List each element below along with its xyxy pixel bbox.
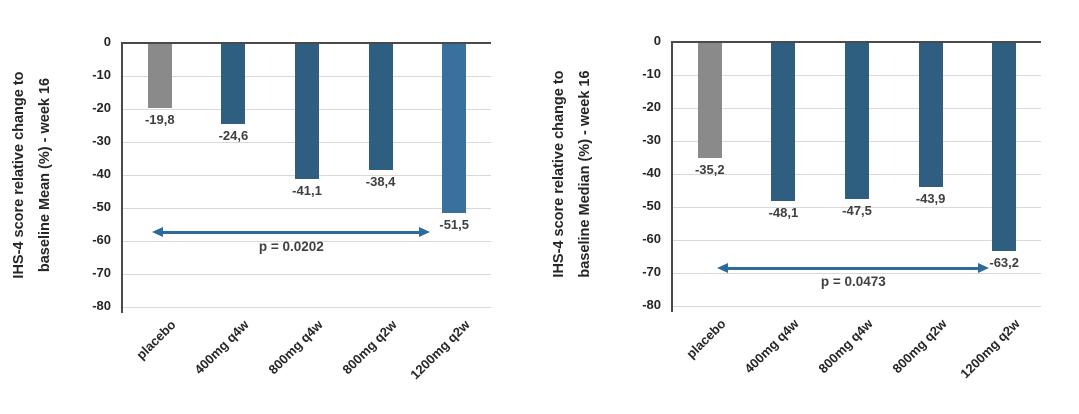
arrow-left-head-icon <box>717 262 729 273</box>
y-tick-label: -70 <box>642 264 661 279</box>
y-tick-label: -50 <box>92 199 111 214</box>
bar-1200mg-q2w <box>442 43 467 213</box>
bar-value-label: -38,4 <box>365 173 396 189</box>
y-tick-label: -20 <box>92 100 111 115</box>
y-axis-line <box>121 42 123 313</box>
chart-median: IHS-4 score relative change to baseline M… <box>540 0 1079 414</box>
p-value-label: p = 0.0202 <box>258 238 324 254</box>
y-tick-label: -70 <box>92 265 111 280</box>
significance-arrow-line <box>726 266 981 270</box>
zero-axis-line <box>673 41 1041 43</box>
y-tick-label: -50 <box>642 198 661 213</box>
y-axis-line <box>671 41 673 312</box>
y-tick-label: -30 <box>92 133 111 148</box>
y-tick-label: 0 <box>653 33 661 48</box>
significance-arrow-line <box>161 231 422 235</box>
x-category-label-1200mg-q2w: 1200mg q2w <box>957 316 1023 382</box>
y-tick-label: 0 <box>103 34 111 49</box>
chart-mean: IHS-4 score relative change to baseline M… <box>0 0 539 414</box>
bar-value-label: -47,5 <box>842 202 872 218</box>
y-tick-label: -20 <box>642 99 661 114</box>
bar-placebo <box>147 43 172 109</box>
bar-value-label: -48,1 <box>768 204 799 220</box>
y-tick-label: -30 <box>642 132 661 147</box>
y-tick-label: -40 <box>642 165 661 180</box>
bar-value-label: -19,8 <box>144 112 175 128</box>
y-tick-label: -60 <box>92 232 111 247</box>
bar-400mg-q4w <box>771 42 796 201</box>
y-axis-title-line: IHS-4 score relative change to <box>551 70 567 278</box>
gridline <box>673 272 1041 274</box>
zero-axis-line <box>123 42 491 44</box>
y-axis-title-wrap: IHS-4 score relative change to baseline M… <box>4 43 64 307</box>
y-axis-title: IHS-4 score relative change to baseline M… <box>546 22 602 326</box>
y-tick-label: -60 <box>642 231 661 246</box>
gridline <box>673 206 1041 208</box>
y-axis-title-line: baseline Median (%) - week 16 <box>577 70 593 278</box>
gridline <box>673 239 1041 241</box>
arrow-right-head-icon <box>978 262 990 273</box>
bar-value-label: -35,2 <box>694 162 725 178</box>
gridline <box>123 306 491 308</box>
y-tick-label: -80 <box>642 297 661 312</box>
y-tick-label: -80 <box>92 298 111 313</box>
x-category-label-1200mg-q2w: 1200mg q2w <box>407 317 473 383</box>
bar-1200mg-q2w <box>992 42 1017 251</box>
y-tick-label: -40 <box>92 166 111 181</box>
bar-800mg-q2w <box>918 42 943 187</box>
y-tick-label: -10 <box>642 66 661 81</box>
bar-value-label: -43,9 <box>915 190 946 206</box>
p-value-label: p = 0.0473 <box>820 274 886 290</box>
arrow-left-head-icon <box>152 227 164 238</box>
bar-value-label: -63,2 <box>989 254 1019 270</box>
bar-800mg-q4w <box>845 42 869 199</box>
arrow-right-head-icon <box>419 227 431 238</box>
y-axis-title-line: baseline Mean (%) - week 16 <box>37 77 53 273</box>
bar-value-label: -51,5 <box>439 216 469 232</box>
gridline <box>123 273 491 275</box>
gridline <box>123 207 491 209</box>
bar-value-label: -41,1 <box>292 182 322 198</box>
bar-800mg-q4w <box>295 43 319 179</box>
y-axis-title-wrap: IHS-4 score relative change to baseline M… <box>544 42 604 306</box>
y-axis-title: IHS-4 score relative change to baseline M… <box>6 23 62 327</box>
bar-placebo <box>697 42 722 159</box>
gridline <box>673 305 1041 307</box>
bar-400mg-q4w <box>221 43 246 125</box>
gridline <box>123 240 491 242</box>
bar-value-label: -24,6 <box>218 128 249 144</box>
bar-800mg-q2w <box>368 43 393 170</box>
y-tick-label: -10 <box>92 67 111 82</box>
y-axis-title-line: IHS-4 score relative change to <box>11 71 27 279</box>
